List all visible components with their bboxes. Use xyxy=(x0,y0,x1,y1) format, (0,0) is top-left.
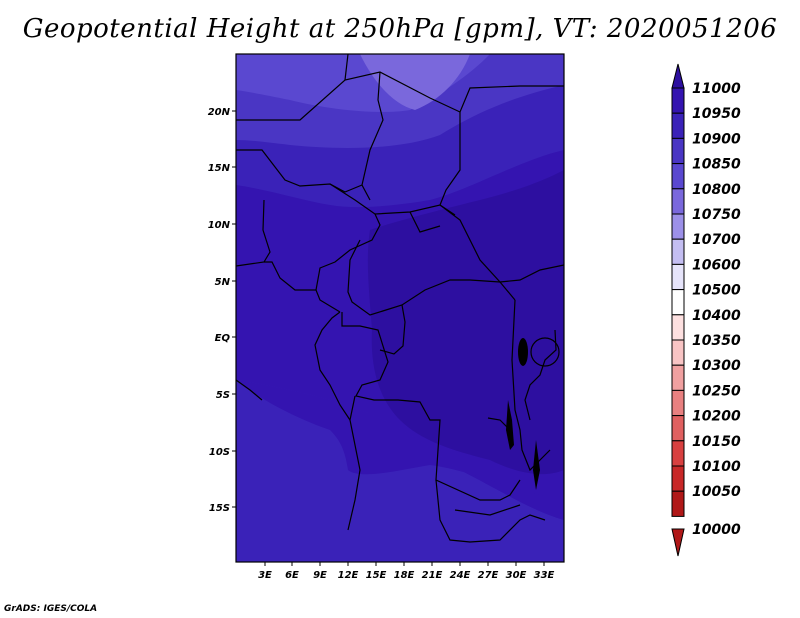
colorbar-swatch-10800 xyxy=(671,163,685,190)
contour-fill xyxy=(236,54,564,562)
fill-10950-band xyxy=(236,380,564,520)
colorbar-label-10400: 10400 xyxy=(692,308,741,324)
colorbar-label-11000: 11000 xyxy=(692,81,741,97)
lon-label-21e: 21E xyxy=(422,570,443,581)
lon-label-33e: 33E xyxy=(534,570,555,581)
colorbar-label-10150: 10150 xyxy=(692,434,741,450)
colorbar-swatch-10500 xyxy=(671,263,685,291)
lat-label-5s: 5S xyxy=(216,390,230,401)
colorbar-swatch-10300 xyxy=(671,339,685,366)
colorbar-swatch-10000 xyxy=(671,490,685,517)
colorbar-label-10600: 10600 xyxy=(692,257,741,273)
colorbar-swatch-10250 xyxy=(671,364,685,391)
lon-label-24e: 24E xyxy=(450,570,471,581)
lake-malawi xyxy=(533,440,540,490)
colorbar-label-10350: 10350 xyxy=(692,333,741,349)
colorbar-label-10200: 10200 xyxy=(692,409,741,425)
colorbar-label-10800: 10800 xyxy=(692,182,741,198)
grads-credit: GrADS: IGES/COLA xyxy=(4,604,98,614)
colorbar-label-10050: 10050 xyxy=(692,484,741,500)
lon-label-12e: 12E xyxy=(338,570,359,581)
lakes xyxy=(506,337,560,490)
map-title: Geopotential Height at 250hPa [gpm], VT:… xyxy=(22,14,778,44)
colorbar-label-10100: 10100 xyxy=(692,459,741,475)
lake-albert xyxy=(518,338,528,366)
lat-label-20n: 20N xyxy=(208,107,231,118)
lat-label-10n: 10N xyxy=(208,220,231,231)
colorbar-label-10900: 10900 xyxy=(692,131,741,147)
lat-label-eq: EQ xyxy=(215,333,231,344)
lon-label-30e: 30E xyxy=(506,570,527,581)
colorbar-swatch-10150 xyxy=(671,415,685,442)
colorbar-label-10850: 10850 xyxy=(692,157,741,173)
lon-axis: 3E 6E 9E 12E 15E 18E 21E 24E 27E 30E 33E xyxy=(258,562,555,581)
colorbar-swatch-10950 xyxy=(671,87,685,114)
map-frame xyxy=(235,53,565,563)
colorbar-label-10950: 10950 xyxy=(692,106,741,122)
colorbar-label-10700: 10700 xyxy=(692,232,741,248)
colorbar-top-arrow xyxy=(671,63,685,89)
fill-11000 xyxy=(367,170,564,475)
lon-label-9e: 9E xyxy=(313,570,327,581)
lon-label-15e: 15E xyxy=(366,570,387,581)
colorbar-bottom-arrow xyxy=(671,528,685,557)
colorbar-label-10300: 10300 xyxy=(692,358,741,374)
lon-label-3e: 3E xyxy=(258,570,272,581)
colorbar-swatch-10100 xyxy=(671,440,685,467)
colorbar-swatch-10700 xyxy=(671,213,685,240)
borders xyxy=(236,54,564,543)
colorbar-swatch-10750 xyxy=(671,188,685,215)
lon-label-27e: 27E xyxy=(478,570,499,581)
lat-label-10s: 10S xyxy=(209,447,230,458)
fill-10750 xyxy=(360,54,470,110)
colorbar-swatch-10600 xyxy=(671,238,685,265)
colorbar-label-10000: 10000 xyxy=(692,522,741,538)
lat-label-15n: 15N xyxy=(208,163,231,174)
colorbar-swatch-10900 xyxy=(671,112,685,139)
colorbar-swatch-10200 xyxy=(671,389,685,417)
colorbar-label-10750: 10750 xyxy=(692,207,741,223)
colorbar-label-10500: 10500 xyxy=(692,283,741,299)
lat-axis: 20N 15N 10N 5N EQ 5S 10S 15S xyxy=(208,107,236,514)
colorbar-swatch-10850 xyxy=(671,137,685,165)
colorbar-swatch-10050 xyxy=(671,465,685,492)
colorbar-swatch-10350 xyxy=(671,314,685,341)
lake-victoria xyxy=(530,337,560,367)
colorbar: 11000 10950 10900 10850 10800 10750 1070… xyxy=(671,63,741,557)
lat-label-15s: 15S xyxy=(209,503,230,514)
lon-label-18e: 18E xyxy=(394,570,415,581)
colorbar-swatch-10400 xyxy=(671,289,685,316)
lake-tanganyika xyxy=(506,400,514,450)
colorbar-label-10250: 10250 xyxy=(692,383,741,399)
lat-label-5n: 5N xyxy=(215,277,231,288)
lon-label-6e: 6E xyxy=(285,570,299,581)
